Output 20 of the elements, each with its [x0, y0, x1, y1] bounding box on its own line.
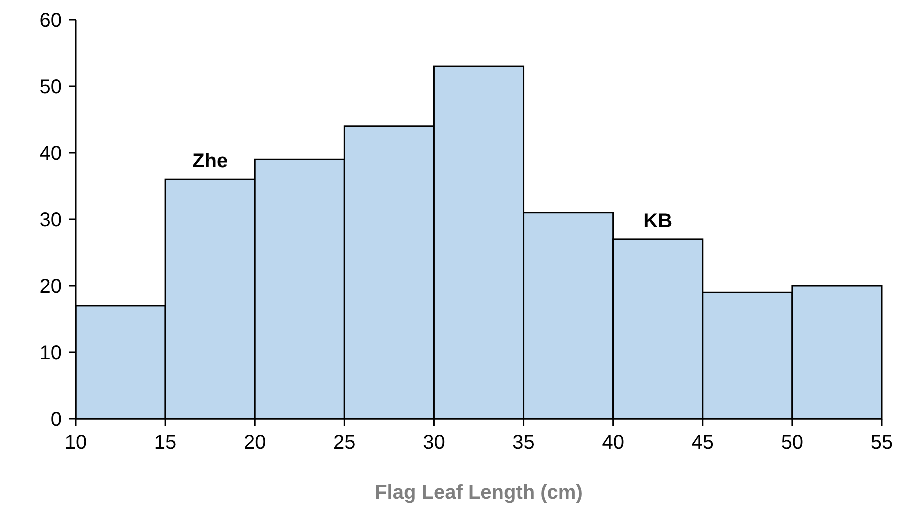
y-tick-label: 60 [40, 10, 62, 32]
x-tick-label: 40 [602, 432, 624, 454]
x-tick-label: 30 [423, 432, 446, 454]
x-tick-label: 15 [154, 432, 177, 454]
y-tick-label: 0 [50, 409, 62, 431]
y-tick-label: 20 [40, 276, 62, 298]
annotation: KB [644, 210, 673, 232]
x-tick-label: 55 [870, 432, 894, 454]
x-tick-label: 10 [64, 432, 88, 454]
x-tick-label: 35 [512, 432, 535, 454]
x-tick-label: 50 [781, 432, 804, 454]
x-tick-label: 20 [244, 432, 266, 454]
x-tick-label: 25 [334, 432, 356, 454]
x-tick-label: 45 [692, 432, 714, 454]
y-tick-label: 40 [40, 143, 62, 165]
y-tick-label: 50 [40, 76, 62, 98]
annotation: Zhe [192, 150, 228, 173]
y-tick-label: 30 [40, 210, 62, 232]
y-tick-label: 10 [40, 342, 62, 364]
x-axis-title: Flag Leaf Length (cm) [375, 482, 583, 504]
